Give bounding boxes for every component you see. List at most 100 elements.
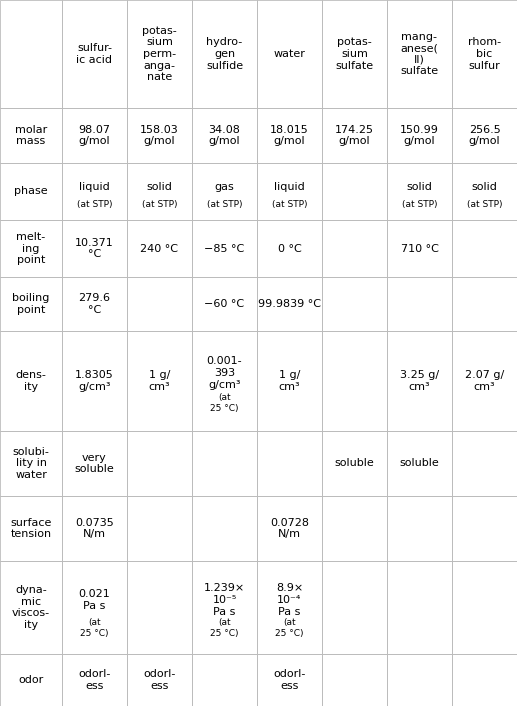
Bar bbox=[127, 277, 192, 331]
Text: (at
25 °C): (at 25 °C) bbox=[275, 618, 304, 638]
Bar bbox=[322, 220, 387, 277]
Text: 0.021
Pa s: 0.021 Pa s bbox=[79, 590, 110, 611]
Bar bbox=[192, 496, 257, 561]
Text: liquid: liquid bbox=[79, 182, 110, 192]
Bar bbox=[127, 220, 192, 277]
Text: (at
25 °C): (at 25 °C) bbox=[210, 618, 239, 638]
Text: 1.8305
g/cm³: 1.8305 g/cm³ bbox=[75, 370, 114, 392]
Text: odor: odor bbox=[19, 675, 43, 685]
Bar bbox=[62, 163, 127, 220]
Text: solid: solid bbox=[146, 182, 173, 192]
Bar bbox=[62, 331, 127, 431]
Bar bbox=[62, 0, 127, 108]
Bar bbox=[257, 220, 322, 277]
Text: melt-
ing
point: melt- ing point bbox=[17, 232, 45, 265]
Bar bbox=[0, 0, 62, 108]
Bar bbox=[452, 561, 517, 654]
Bar bbox=[387, 277, 452, 331]
Bar bbox=[62, 277, 127, 331]
Bar bbox=[322, 331, 387, 431]
Text: 1 g/
cm³: 1 g/ cm³ bbox=[279, 370, 300, 392]
Bar bbox=[322, 163, 387, 220]
Bar bbox=[257, 277, 322, 331]
Bar bbox=[322, 277, 387, 331]
Bar bbox=[0, 108, 62, 163]
Bar bbox=[62, 496, 127, 561]
Text: rhom-
bic
sulfur: rhom- bic sulfur bbox=[468, 37, 501, 71]
Bar bbox=[387, 654, 452, 706]
Bar bbox=[322, 654, 387, 706]
Text: 0.0728
N/m: 0.0728 N/m bbox=[270, 517, 309, 539]
Text: 8.9×
10⁻⁴
Pa s: 8.9× 10⁻⁴ Pa s bbox=[276, 583, 303, 616]
Bar bbox=[257, 431, 322, 496]
Bar bbox=[127, 163, 192, 220]
Text: −85 °C: −85 °C bbox=[204, 244, 245, 253]
Bar bbox=[322, 108, 387, 163]
Bar bbox=[127, 331, 192, 431]
Bar bbox=[0, 277, 62, 331]
Bar bbox=[387, 331, 452, 431]
Text: 150.99
g/mol: 150.99 g/mol bbox=[400, 125, 439, 146]
Bar bbox=[452, 0, 517, 108]
Text: 1 g/
cm³: 1 g/ cm³ bbox=[149, 370, 170, 392]
Bar bbox=[62, 561, 127, 654]
Text: dens-
ity: dens- ity bbox=[16, 370, 47, 392]
Bar bbox=[387, 561, 452, 654]
Text: odorl-
ess: odorl- ess bbox=[78, 669, 111, 690]
Text: 710 °C: 710 °C bbox=[401, 244, 438, 253]
Text: (at
25 °C): (at 25 °C) bbox=[210, 393, 239, 413]
Text: 99.9839 °C: 99.9839 °C bbox=[258, 299, 321, 309]
Text: dyna-
mic
viscos-
ity: dyna- mic viscos- ity bbox=[12, 585, 50, 630]
Bar bbox=[257, 654, 322, 706]
Bar bbox=[387, 163, 452, 220]
Bar bbox=[127, 561, 192, 654]
Text: (at STP): (at STP) bbox=[272, 200, 307, 208]
Bar bbox=[257, 496, 322, 561]
Bar bbox=[192, 0, 257, 108]
Bar bbox=[257, 561, 322, 654]
Bar bbox=[62, 654, 127, 706]
Text: 34.08
g/mol: 34.08 g/mol bbox=[208, 125, 240, 146]
Text: 18.015
g/mol: 18.015 g/mol bbox=[270, 125, 309, 146]
Text: 279.6
°C: 279.6 °C bbox=[79, 293, 111, 315]
Text: (at STP): (at STP) bbox=[207, 200, 242, 208]
Bar bbox=[452, 331, 517, 431]
Bar bbox=[452, 220, 517, 277]
Bar bbox=[257, 331, 322, 431]
Bar bbox=[387, 108, 452, 163]
Text: solubi-
lity in
water: solubi- lity in water bbox=[12, 447, 50, 480]
Bar bbox=[192, 220, 257, 277]
Bar bbox=[0, 431, 62, 496]
Text: 0 °C: 0 °C bbox=[278, 244, 301, 253]
Text: hydro-
gen
sulfide: hydro- gen sulfide bbox=[206, 37, 243, 71]
Bar bbox=[322, 496, 387, 561]
Bar bbox=[322, 561, 387, 654]
Text: solid: solid bbox=[472, 182, 497, 192]
Bar bbox=[62, 220, 127, 277]
Text: 0.001-
393
g/cm³: 0.001- 393 g/cm³ bbox=[207, 357, 242, 390]
Text: (at STP): (at STP) bbox=[402, 200, 437, 208]
Bar bbox=[0, 654, 62, 706]
Text: potas-
sium
sulfate: potas- sium sulfate bbox=[336, 37, 374, 71]
Bar bbox=[452, 108, 517, 163]
Text: 2.07 g/
cm³: 2.07 g/ cm³ bbox=[465, 370, 504, 392]
Text: 0.0735
N/m: 0.0735 N/m bbox=[75, 517, 114, 539]
Text: water: water bbox=[273, 49, 306, 59]
Text: odorl-
ess: odorl- ess bbox=[143, 669, 176, 690]
Text: soluble: soluble bbox=[400, 458, 439, 469]
Text: potas-
sium
perm-
anga-
nate: potas- sium perm- anga- nate bbox=[142, 26, 177, 82]
Text: phase: phase bbox=[14, 186, 48, 196]
Bar bbox=[452, 277, 517, 331]
Bar bbox=[62, 108, 127, 163]
Text: 10.371
°C: 10.371 °C bbox=[75, 238, 114, 259]
Bar bbox=[192, 431, 257, 496]
Bar bbox=[0, 163, 62, 220]
Bar bbox=[192, 163, 257, 220]
Bar bbox=[257, 163, 322, 220]
Bar bbox=[127, 0, 192, 108]
Text: −60 °C: −60 °C bbox=[204, 299, 245, 309]
Text: molar
mass: molar mass bbox=[15, 125, 47, 146]
Bar bbox=[452, 496, 517, 561]
Text: solid: solid bbox=[406, 182, 432, 192]
Text: soluble: soluble bbox=[334, 458, 374, 469]
